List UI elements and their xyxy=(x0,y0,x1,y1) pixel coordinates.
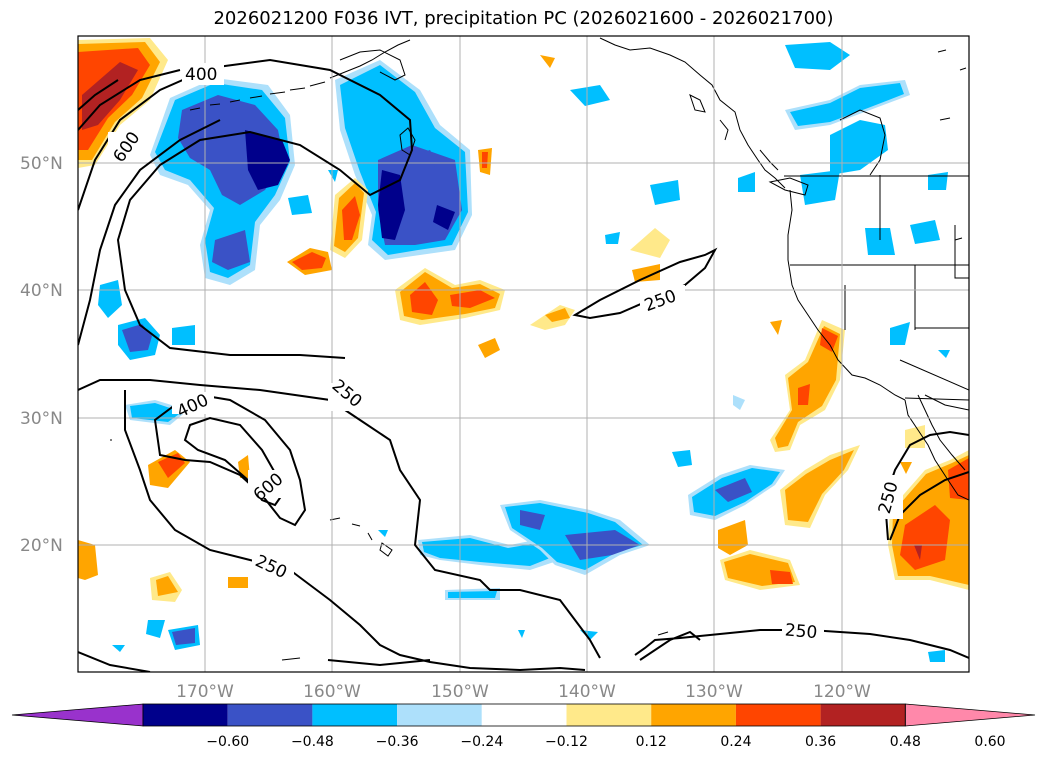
contour-label-400-nw: 400 xyxy=(185,65,217,85)
latitude-labels: 50°N 40°N 30°N 20°N xyxy=(20,154,63,556)
colorbar-tick-label: −0.36 xyxy=(376,734,419,750)
colorbar-tick-label: −0.12 xyxy=(545,734,588,750)
colorbar-tick-label: −0.48 xyxy=(291,734,334,750)
precip-negative-subtropics xyxy=(378,450,945,662)
graticule xyxy=(78,36,969,672)
precip-positive-nw xyxy=(78,38,168,168)
lon-label-120w: 120°W xyxy=(813,682,871,702)
lat-label-50n: 50°N xyxy=(20,154,63,174)
colorbar-tick-label: 0.24 xyxy=(720,734,751,750)
map-title: 2026021200 F036 IVT, precipitation PC (2… xyxy=(213,8,834,29)
precip-positive-mid xyxy=(78,55,670,602)
colorbar-segment xyxy=(820,704,906,726)
colorbar-extend-low xyxy=(11,703,144,727)
colorbar-tick-label: 0.36 xyxy=(805,734,836,750)
precip-negative-gulf xyxy=(335,60,472,260)
lon-label-170w: 170°W xyxy=(176,682,234,702)
lat-label-30n: 30°N xyxy=(20,409,63,429)
colorbar-segment xyxy=(651,704,736,726)
colorbar-tick-label: −0.24 xyxy=(460,734,503,750)
lon-label-130w: 130°W xyxy=(685,682,743,702)
colorbar: −0.60 −0.48 −0.36 −0.24 −0.12 0.12 0.24 0.36 0.4… xyxy=(11,703,1036,750)
map-frame xyxy=(77,35,970,673)
lon-label-140w: 140°W xyxy=(558,682,616,702)
colorbar-tick-label: −0.60 xyxy=(206,734,249,750)
longitude-labels: 170°W 160°W 150°W 140°W 130°W 120°W xyxy=(176,682,871,702)
colorbar-tick-label: 0.12 xyxy=(636,734,667,750)
colorbar-segment xyxy=(227,704,313,726)
colorbar-tick-label: 0.48 xyxy=(890,734,921,750)
colorbar-extend-high xyxy=(904,703,1036,727)
lon-label-150w: 150°W xyxy=(431,682,489,702)
colorbar-segment xyxy=(566,704,652,726)
lon-label-160w: 160°W xyxy=(303,682,361,702)
coastlines xyxy=(110,37,969,661)
colorbar-segment xyxy=(397,704,482,726)
contour-label-250-south-east: 250 xyxy=(784,620,818,643)
lat-label-20n: 20°N xyxy=(20,536,63,556)
colorbar-segment xyxy=(312,704,398,726)
colorbar-segment xyxy=(143,704,228,726)
colorbar-tick-label: 0.60 xyxy=(974,734,1005,750)
lat-label-40n: 40°N xyxy=(20,281,63,301)
colorbar-segment xyxy=(481,704,567,726)
colorbar-frame xyxy=(142,703,906,727)
colorbar-segment xyxy=(735,704,821,726)
